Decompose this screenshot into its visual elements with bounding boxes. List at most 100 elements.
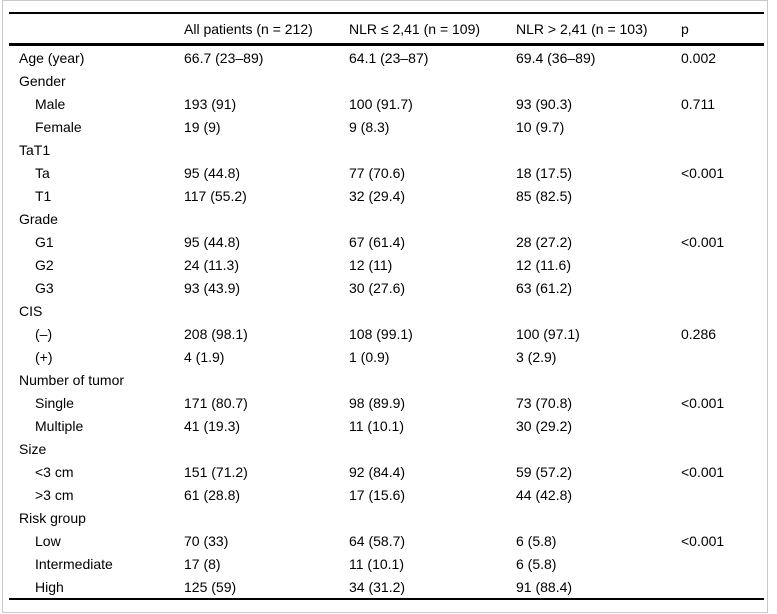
cell-value: 6 (5.8) <box>516 532 557 549</box>
row-label: Multiple <box>35 417 84 434</box>
cell-value <box>681 138 764 161</box>
cell-value: 100 (91.7) <box>349 95 413 112</box>
row-label: Grade <box>19 210 58 227</box>
cell-value: 0.286 <box>681 325 717 342</box>
cell-value <box>349 368 516 391</box>
row-label: T1 <box>35 187 52 204</box>
cell-value: 18 (17.5) <box>516 164 573 181</box>
cell-value <box>681 69 764 92</box>
cell-value: 95 (44.8) <box>184 164 241 181</box>
cell-value: 100 (97.1) <box>516 325 580 342</box>
header-row: All patients (n = 212) NLR ≤ 2,41 (n = 1… <box>9 13 764 45</box>
cell-value <box>681 414 764 437</box>
row-label: High <box>35 578 64 595</box>
cell-value: 70 (33) <box>184 532 229 549</box>
row-label: <3 cm <box>35 463 74 480</box>
table-row-sub: Low 70 (33) 64 (58.7) 6 (5.8) <0.001 <box>9 529 764 552</box>
table-row-sub: G3 93 (43.9) 30 (27.6) 63 (61.2) <box>9 276 764 299</box>
row-label: >3 cm <box>35 486 74 503</box>
row-label: Ta <box>35 164 50 181</box>
cell-value <box>349 506 516 529</box>
cell-value: 44 (42.8) <box>516 486 573 503</box>
table-row-category: Risk group <box>9 506 764 529</box>
cell-value <box>681 345 764 368</box>
table-row-category: Age (year) 66.7 (23–89) 64.1 (23–87) 69.4 (… <box>9 45 764 70</box>
row-label: G1 <box>35 233 54 250</box>
cell-value <box>184 69 349 92</box>
cell-value <box>516 299 681 322</box>
cell-value: 9 (8.3) <box>349 118 390 135</box>
cell-value <box>349 207 516 230</box>
cell-value: 171 (80.7) <box>184 394 248 411</box>
cell-value: 92 (84.4) <box>349 463 406 480</box>
cell-value <box>681 483 764 506</box>
row-label: (+) <box>35 348 53 365</box>
row-label: G2 <box>35 256 54 273</box>
table-row-sub: High 125 (59) 34 (31.2) 91 (88.4) <box>9 575 764 599</box>
cell-value <box>184 138 349 161</box>
cell-value <box>349 138 516 161</box>
cell-value <box>681 207 764 230</box>
table-row-sub: >3 cm 61 (28.8) 17 (15.6) 44 (42.8) <box>9 483 764 506</box>
cell-value: 93 (43.9) <box>184 279 241 296</box>
row-label: Female <box>35 118 82 135</box>
cell-value: 4 (1.9) <box>184 348 225 365</box>
cell-value: 63 (61.2) <box>516 279 573 296</box>
header-nlr-high: NLR > 2,41 (n = 103) <box>516 20 648 37</box>
cell-value: 64 (58.7) <box>349 532 406 549</box>
cell-value: 67 (61.4) <box>349 233 406 250</box>
cell-value: 85 (82.5) <box>516 187 573 204</box>
cell-value: 117 (55.2) <box>184 187 247 204</box>
cell-value: 69.4 (36–89) <box>516 49 596 66</box>
cell-value: 59 (57.2) <box>516 463 573 480</box>
cell-value: 34 (31.2) <box>349 578 406 595</box>
row-label: G3 <box>35 279 54 296</box>
cell-value: <0.001 <box>681 532 725 549</box>
cell-value: 11 (10.1) <box>349 555 404 572</box>
cell-value: 0.002 <box>681 49 717 66</box>
cell-value: 17 (8) <box>184 555 221 572</box>
patient-characteristics-table: All patients (n = 212) NLR ≤ 2,41 (n = 1… <box>9 12 764 600</box>
row-label: Low <box>35 532 61 549</box>
table-row-sub: (+) 4 (1.9) 1 (0.9) 3 (2.9) <box>9 345 764 368</box>
cell-value: 41 (19.3) <box>184 417 241 434</box>
cell-value <box>681 184 764 207</box>
table-body: Age (year) 66.7 (23–89) 64.1 (23–87) 69.4 (… <box>9 45 764 599</box>
table-row-sub: Female 19 (9) 9 (8.3) 10 (9.7) <box>9 115 764 138</box>
table-row-category: TaT1 <box>9 138 764 161</box>
table-row-sub: Male 193 (91) 100 (91.7) 93 (90.3) 0.711 <box>9 92 764 115</box>
cell-value: 93 (90.3) <box>516 95 573 112</box>
table-row-category: Grade <box>9 207 764 230</box>
cell-value: 125 (59) <box>184 578 237 595</box>
cell-value <box>349 69 516 92</box>
cell-value <box>349 299 516 322</box>
table-row-sub: (–) 208 (98.1) 108 (99.1) 100 (97.1) 0.286 <box>9 322 764 345</box>
cell-value: 95 (44.8) <box>184 233 241 250</box>
cell-value: 28 (27.2) <box>516 233 573 250</box>
cell-value: 151 (71.2) <box>184 463 248 480</box>
table-row-sub: G1 95 (44.8) 67 (61.4) 28 (27.2) <0.001 <box>9 230 764 253</box>
cell-value <box>184 299 349 322</box>
cell-value <box>184 207 349 230</box>
table-header: All patients (n = 212) NLR ≤ 2,41 (n = 1… <box>9 13 764 45</box>
cell-value: <0.001 <box>681 164 725 181</box>
cell-value <box>184 506 349 529</box>
cell-value: 193 (91) <box>184 95 237 112</box>
cell-value <box>681 253 764 276</box>
row-label: Male <box>35 95 66 112</box>
table-row-category: Gender <box>9 69 764 92</box>
row-label: Risk group <box>19 509 86 526</box>
cell-value <box>681 506 764 529</box>
cell-value <box>681 552 764 575</box>
cell-value: 66.7 (23–89) <box>184 49 264 66</box>
cell-value: 32 (29.4) <box>349 187 406 204</box>
header-p-value: p <box>681 20 689 37</box>
cell-value: 19 (9) <box>184 118 221 135</box>
table-row-sub: Ta 95 (44.8) 77 (70.6) 18 (17.5) <0.001 <box>9 161 764 184</box>
cell-value <box>681 276 764 299</box>
cell-value: 6 (5.8) <box>516 555 557 572</box>
table-row-sub: G2 24 (11.3) 12 (11) 12 (11.6) <box>9 253 764 276</box>
table-row-sub: Single 171 (80.7) 98 (89.9) 73 (70.8) <0.001 <box>9 391 764 414</box>
cell-value: 12 (11) <box>349 256 393 273</box>
